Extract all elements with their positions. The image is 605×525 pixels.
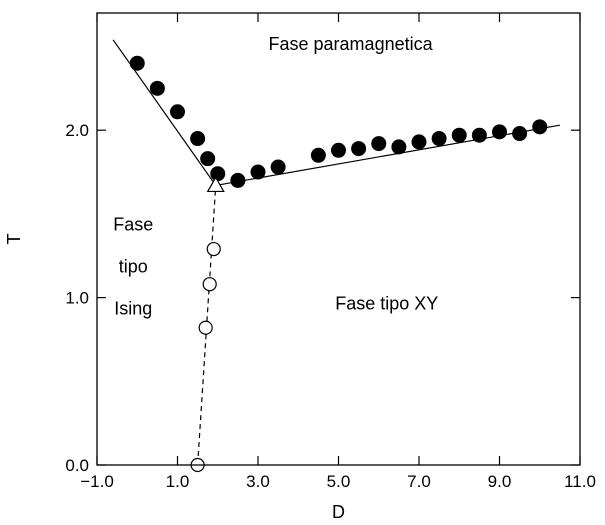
curve-lines [112, 39, 560, 466]
filled-circle-point [492, 124, 507, 140]
x-axis-label: D [332, 502, 345, 522]
open-circle-point [206, 241, 221, 257]
filled-circle-point [250, 164, 266, 180]
filled-circle-point [351, 141, 367, 157]
y-tick-label: 2.0 [65, 121, 89, 140]
y-tick-label: 1.0 [65, 289, 89, 308]
x-tick-label: 3.0 [246, 472, 270, 491]
x-tick-label: 11.0 [564, 472, 596, 491]
filled-circle-point [210, 166, 226, 182]
x-tick-label: 5.0 [327, 472, 351, 491]
filled-circle-point [190, 131, 206, 147]
filled-circle-point [230, 172, 246, 188]
filled-circle-point [451, 127, 467, 143]
open-triangle-point [206, 176, 225, 193]
filled-circle-point [200, 151, 216, 167]
filled-circle-point [431, 131, 447, 147]
filled-circle-point [391, 139, 407, 155]
filled-circle-point [331, 142, 346, 158]
region-label: Ising [114, 298, 152, 318]
region-label: Fase tipo XY [335, 293, 438, 313]
solid-boundary-line [215, 124, 560, 187]
axis-ticks: −1.0 1.0 3.0 5.0 7.0 9.0 11.0 0.0 1.0 2.0 [65, 13, 596, 491]
filled-circle-point [411, 134, 427, 150]
filled-circle-point [310, 147, 326, 163]
region-labels: Fase paramagnetica Fase tipo Ising Fase tipo… [113, 34, 438, 319]
filled-circle-point [471, 127, 487, 143]
x-tick-label: 1.0 [166, 472, 190, 491]
y-tick-label: 0.0 [65, 456, 89, 475]
plot-frame [96, 12, 581, 466]
filled-circle-point [270, 159, 286, 175]
region-label: Fase paramagnetica [269, 34, 434, 54]
open-circle-point [202, 277, 217, 292]
dashed-boundary-line [197, 185, 217, 466]
x-tick-label: 9.0 [488, 472, 512, 491]
x-tick-label: −1.0 [80, 472, 114, 491]
y-axis-label: T [4, 234, 24, 245]
region-label: Fase [113, 215, 153, 235]
filled-circle-point [512, 126, 528, 142]
filled-circle-point [170, 104, 185, 120]
data-points [129, 55, 548, 473]
filled-circle-point [129, 55, 145, 71]
region-label: tipo [119, 256, 148, 276]
filled-circle-point [371, 136, 387, 152]
x-tick-label: 7.0 [407, 472, 431, 491]
filled-circle-point [532, 119, 548, 135]
open-circle-point [198, 320, 213, 335]
filled-circle-point [149, 80, 165, 96]
solid-boundary-line [112, 39, 217, 186]
